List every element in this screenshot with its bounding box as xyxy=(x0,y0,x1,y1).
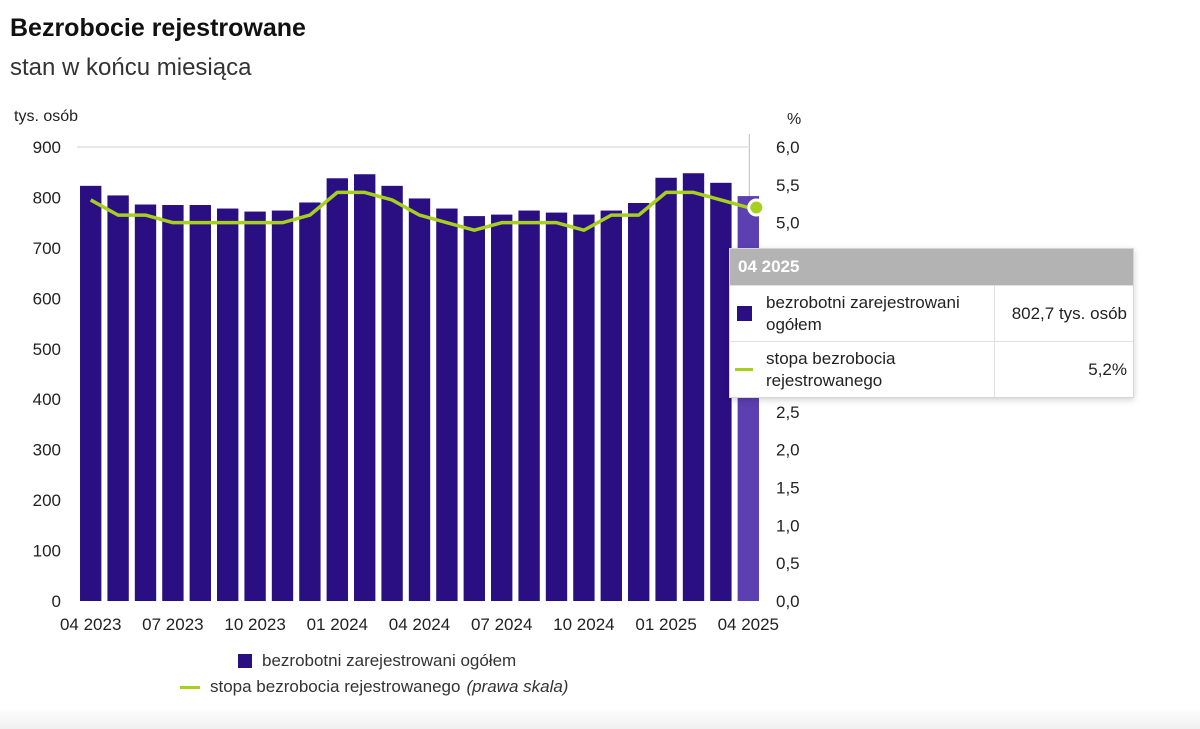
tooltip: 04 2025 bezrobotni zarejestrowani ogółem… xyxy=(729,248,1134,398)
bar xyxy=(628,202,650,601)
y-left-tick-label: 700 xyxy=(33,239,61,258)
y-right-tick-label: 2,5 xyxy=(776,403,800,422)
bar-swatch-icon xyxy=(736,306,752,321)
bar xyxy=(107,195,129,601)
y-left-tick-label: 300 xyxy=(33,441,61,460)
y-right-tick-label: 1,0 xyxy=(776,516,800,535)
y-left-tick-label: 800 xyxy=(33,188,61,207)
bar xyxy=(189,205,211,601)
legend-bars-label: bezrobotni zarejestrowani ogółem xyxy=(262,651,517,670)
legend-line-label: stopa bezrobocia rejestrowanego xyxy=(210,677,461,696)
bar xyxy=(381,185,403,601)
y-right-tick-label: 5,0 xyxy=(776,214,800,233)
bar xyxy=(134,204,157,602)
x-tick-label: 04 2025 xyxy=(718,615,779,634)
chart-subtitle: stan w końcu miesiąca xyxy=(10,54,252,81)
y-right-unit-label: % xyxy=(787,111,801,128)
bar xyxy=(244,211,266,601)
bar xyxy=(600,210,622,601)
x-tick-label: 01 2025 xyxy=(635,615,696,634)
bar-swatch-icon xyxy=(238,654,252,668)
bar xyxy=(299,202,321,601)
bar xyxy=(463,216,485,601)
y-left-tick-label: 200 xyxy=(33,491,61,510)
tooltip-row1-value: 802,7 tys. osób xyxy=(1011,303,1127,323)
bar xyxy=(162,205,184,601)
bar xyxy=(710,182,732,601)
legend-line-note: (prawa skala) xyxy=(466,677,569,696)
highlight-point xyxy=(747,198,766,217)
y-left-tick-label: 100 xyxy=(33,542,61,561)
bar xyxy=(408,198,431,601)
y-right-tick-label: 0,0 xyxy=(776,592,800,611)
tooltip-row2-label: stopa bezrobocia rejestrowanego xyxy=(758,342,995,397)
bar xyxy=(326,178,348,601)
tooltip-row-bars: bezrobotni zarejestrowani ogółem 802,7 t… xyxy=(730,285,1133,341)
bar xyxy=(545,212,568,602)
tooltip-header: 04 2025 xyxy=(730,249,1133,285)
tooltip-row2-value: 5,2% xyxy=(1088,359,1127,379)
x-tick-label: 01 2024 xyxy=(307,615,368,634)
bar xyxy=(573,214,595,601)
bar xyxy=(80,185,102,601)
bar xyxy=(436,208,458,601)
bar xyxy=(655,177,677,601)
legend-item-bars[interactable]: bezrobotni zarejestrowani ogółem xyxy=(180,648,568,674)
x-tick-label: 10 2023 xyxy=(224,615,285,634)
x-tick-label: 07 2023 xyxy=(142,615,203,634)
y-left-tick-label: 600 xyxy=(33,289,61,308)
bar xyxy=(682,173,705,601)
line-swatch-icon xyxy=(180,685,200,689)
bar xyxy=(217,208,239,601)
y-right-tick-label: 2,0 xyxy=(776,441,800,460)
bar xyxy=(518,210,540,601)
y-left-tick-label: 400 xyxy=(33,390,61,409)
bar xyxy=(491,214,513,601)
legend: bezrobotni zarejestrowani ogółem stopa b… xyxy=(180,648,568,700)
y-right-tick-label: 5,5 xyxy=(776,176,800,195)
tooltip-row1-label: bezrobotni zarejestrowani ogółem xyxy=(758,286,995,341)
x-tick-label: 10 2024 xyxy=(553,615,614,634)
legend-item-line[interactable]: stopa bezrobocia rejestrowanego (prawa s… xyxy=(180,674,568,700)
bottom-fade xyxy=(0,707,1200,729)
bar xyxy=(271,210,294,601)
y-right-tick-label: 0,5 xyxy=(776,554,800,573)
bar xyxy=(354,174,376,602)
chart-title: Bezrobocie rejestrowane xyxy=(10,14,306,42)
y-right-tick-label: 1,5 xyxy=(776,479,800,498)
x-tick-label: 07 2024 xyxy=(471,615,532,634)
line-swatch-icon xyxy=(735,368,753,371)
y-right-tick-label: 6,0 xyxy=(776,138,800,157)
y-left-unit-label: tys. osób xyxy=(14,108,78,125)
y-left-tick-label: 900 xyxy=(33,138,61,157)
y-left-tick-label: 500 xyxy=(33,340,61,359)
x-tick-label: 04 2023 xyxy=(60,615,121,634)
rate-line xyxy=(89,190,749,232)
x-tick-label: 04 2024 xyxy=(389,615,450,634)
y-left-tick-label: 0 xyxy=(52,592,61,611)
tooltip-row-line: stopa bezrobocia rejestrowanego 5,2% xyxy=(730,341,1133,397)
